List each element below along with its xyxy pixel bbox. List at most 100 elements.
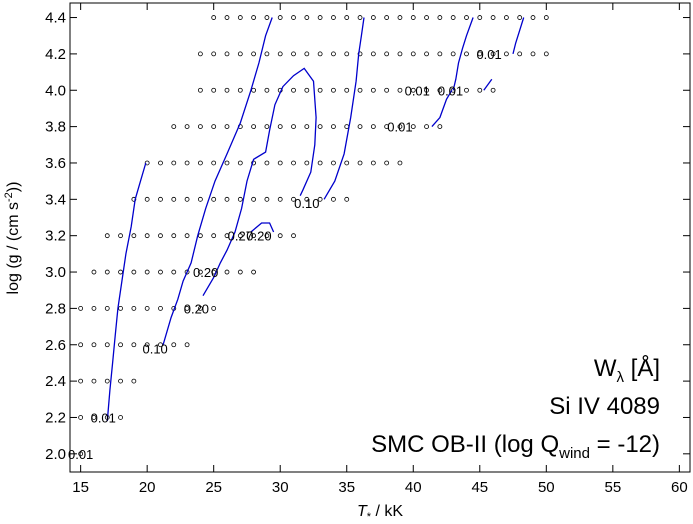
grid-point <box>384 87 390 93</box>
contour-line <box>162 17 273 345</box>
annotation-quantity: Wλ [Å] <box>594 354 660 386</box>
grid-point <box>171 269 177 275</box>
grid-point <box>397 124 403 130</box>
y-tick-label: 3.2 <box>45 228 66 245</box>
grid-point <box>158 196 163 202</box>
grid-point <box>197 51 203 57</box>
x-axis-label: T* / kK <box>357 503 403 523</box>
grid-point <box>184 124 190 130</box>
grid-point <box>224 15 230 20</box>
grid-point <box>331 87 336 93</box>
grid-point <box>224 124 230 130</box>
grid-point <box>158 305 163 311</box>
grid-point <box>291 124 296 130</box>
grid-point <box>397 15 403 20</box>
x-tick-label: 25 <box>205 479 222 496</box>
grid-point <box>118 233 123 239</box>
grid-point <box>104 269 110 275</box>
contour-line <box>452 17 474 91</box>
grid-point <box>171 342 177 348</box>
grid-point <box>237 87 243 93</box>
grid-point <box>331 196 336 202</box>
annotation-quantity-symbol: W <box>594 355 617 382</box>
grid-point <box>424 51 429 57</box>
annotation-model-subscript: wind <box>558 445 590 462</box>
grid-point <box>78 342 84 348</box>
contour-line <box>106 162 147 422</box>
grid-point <box>317 15 323 20</box>
annotation-quantity-unit: [Å] <box>624 354 660 382</box>
grid-point <box>171 233 177 239</box>
grid-point <box>197 233 203 239</box>
grid-point <box>224 51 230 57</box>
grid-point <box>384 124 390 130</box>
x-axis-label-subscript: * <box>367 511 372 523</box>
grid-point <box>357 160 363 166</box>
x-axis-label-unit: / kK <box>371 503 403 520</box>
grid-point <box>277 196 283 202</box>
grid-point <box>131 342 137 348</box>
grid-point <box>211 87 217 93</box>
grid-point <box>264 124 270 130</box>
y-tick-label: 3.0 <box>45 264 66 281</box>
grid-point <box>317 196 323 202</box>
grid-point <box>450 51 456 57</box>
grid-point <box>370 15 376 20</box>
grid-point <box>424 124 429 130</box>
x-tick-label: 55 <box>604 479 621 496</box>
grid-point <box>370 51 376 57</box>
grid-point <box>144 342 150 348</box>
grid-point <box>357 124 363 130</box>
contour-label: 0.10 <box>142 341 167 356</box>
grid-point <box>91 415 97 420</box>
grid-point <box>304 15 310 20</box>
grid-point <box>344 160 350 166</box>
grid-point <box>118 378 123 384</box>
grid-point <box>264 160 270 166</box>
grid-point <box>304 87 310 93</box>
grid-point <box>131 305 137 311</box>
contour-label: 0.01 <box>91 410 116 425</box>
grid-point <box>78 451 84 457</box>
x-tick-label: 50 <box>538 479 555 496</box>
grid-point <box>264 15 270 20</box>
grid-point <box>118 415 123 420</box>
grid-point <box>357 51 363 57</box>
grid-point <box>317 124 323 130</box>
grid-point <box>344 15 350 20</box>
grid-point <box>517 15 523 20</box>
contour-label: 0.10 <box>294 196 319 211</box>
grid-point <box>237 160 243 166</box>
y-axis-label-text: log (g / (cm s <box>5 202 22 294</box>
grid-point <box>530 15 536 20</box>
grid-point <box>251 87 257 93</box>
grid-point <box>464 87 469 93</box>
grid-point <box>291 51 296 57</box>
y-tick-label: 4.0 <box>45 82 66 99</box>
grid-point <box>184 196 190 202</box>
grid-point <box>197 87 203 93</box>
grid-point <box>477 51 483 57</box>
grid-point <box>397 51 403 57</box>
grid-point <box>490 15 496 20</box>
annotation-line: Si IV 4089 <box>549 393 660 420</box>
annotation-model: SMC OB-II (log Qwind = -12) <box>371 431 660 462</box>
grid-point <box>450 15 456 20</box>
grid-point <box>543 15 549 20</box>
grid-point <box>251 233 257 239</box>
grid-point <box>144 269 150 275</box>
grid-point <box>211 196 217 202</box>
grid-point <box>184 269 190 275</box>
grid-point <box>224 196 230 202</box>
grid-point <box>171 160 177 166</box>
x-tick-label: 15 <box>72 479 89 496</box>
y-axis-label-superscript: -2 <box>3 192 15 202</box>
grid-point <box>277 233 283 239</box>
grid-point <box>331 15 336 20</box>
grid-point <box>291 160 296 166</box>
grid-point <box>344 196 350 202</box>
contour-label: 0.01 <box>387 120 412 135</box>
grid-point <box>304 124 310 130</box>
grid-point <box>304 196 310 202</box>
grid-point <box>158 269 163 275</box>
